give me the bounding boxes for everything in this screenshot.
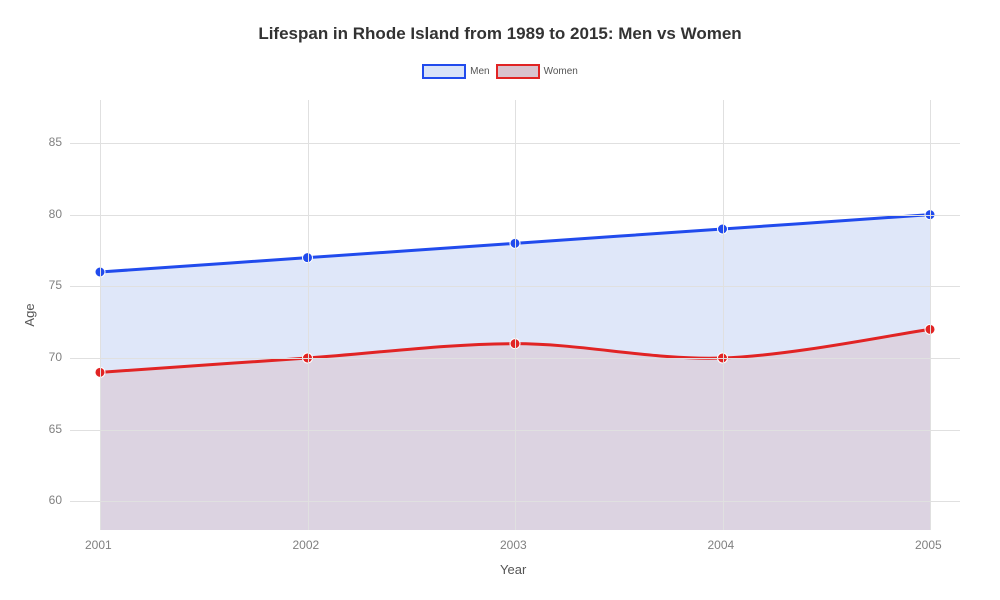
legend-label-women: Women <box>544 66 578 77</box>
y-tick-label: 65 <box>49 422 62 436</box>
gridline <box>515 100 516 530</box>
chart-title: Lifespan in Rhode Island from 1989 to 20… <box>0 0 1000 44</box>
gridline <box>723 100 724 530</box>
y-tick-label: 70 <box>49 350 62 364</box>
legend-swatch-men <box>422 64 466 79</box>
plot-area <box>70 100 960 530</box>
x-axis-label: Year <box>500 562 526 577</box>
x-tick-label: 2004 <box>708 538 735 552</box>
gridline <box>930 100 931 530</box>
x-tick-label: 2003 <box>500 538 527 552</box>
y-tick-label: 80 <box>49 207 62 221</box>
x-tick-label: 2002 <box>293 538 320 552</box>
x-tick-label: 2001 <box>85 538 112 552</box>
gridline <box>100 100 101 530</box>
x-tick-label: 2005 <box>915 538 942 552</box>
legend-swatch-women <box>496 64 540 79</box>
y-tick-label: 75 <box>49 278 62 292</box>
y-tick-label: 60 <box>49 493 62 507</box>
legend-label-men: Men <box>470 66 489 77</box>
chart-legend: Men Women <box>0 64 1000 79</box>
gridline <box>308 100 309 530</box>
legend-item-women: Women <box>496 64 578 79</box>
chart-container: Lifespan in Rhode Island from 1989 to 20… <box>0 0 1000 600</box>
y-axis-label: Age <box>22 303 37 326</box>
y-tick-label: 85 <box>49 135 62 149</box>
legend-item-men: Men <box>422 64 489 79</box>
